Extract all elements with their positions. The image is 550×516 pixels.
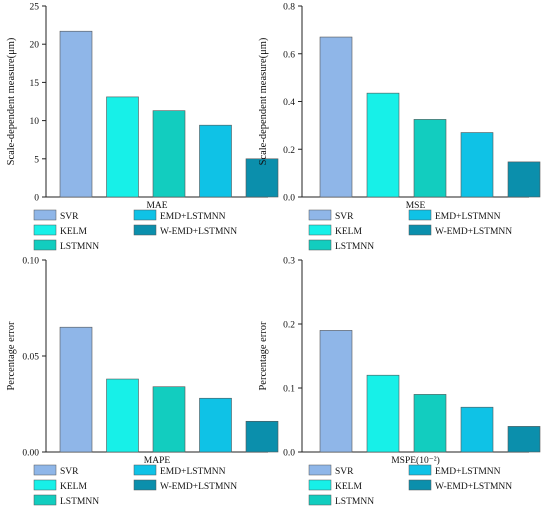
legend-label: LSTMNN xyxy=(335,497,374,507)
y-tick-label: 0.2 xyxy=(283,321,295,331)
y-tick-label: 0 xyxy=(34,194,39,204)
bar-kelm xyxy=(106,96,139,198)
bar-kelm xyxy=(366,92,400,198)
legend: SVR KELM LSTMNN EMD+LSTMNN W-EMD+LSTMNN xyxy=(33,464,237,507)
y-tick-label: 0.3 xyxy=(283,257,295,267)
legend-swatch xyxy=(33,479,57,491)
y-axis-label: Percentage error xyxy=(6,321,17,391)
y-tick-label: 0.1 xyxy=(283,385,295,395)
bar-emd-lstmnn xyxy=(199,397,232,453)
legend: SVR KELM LSTMNN EMD+LSTMNN W-EMD+LSTMNN xyxy=(308,209,512,252)
bar-emd-lstmnn xyxy=(460,132,494,198)
bar-svr xyxy=(319,36,353,198)
bar-w-emd-lstmnn xyxy=(507,161,541,198)
y-axis-label: Scale-dependent measure(μm) xyxy=(6,37,17,165)
bar-lstmnn xyxy=(152,110,186,198)
y-tick-label: 0.4 xyxy=(283,98,295,108)
legend-label: LSTMNN xyxy=(335,242,374,252)
legend-swatch xyxy=(308,239,332,251)
bar-kelm xyxy=(106,378,139,453)
y-tick-label: 25 xyxy=(30,3,40,13)
legend-label: W-EMD+LSTMNN xyxy=(435,482,512,492)
legend-label: KELM xyxy=(60,482,87,492)
legend-label: LSTMNN xyxy=(60,497,99,507)
bar-lstmnn xyxy=(152,386,186,453)
legend-swatch xyxy=(308,209,332,221)
y-axis-label: Scale-dependent measure(μm) xyxy=(258,37,269,165)
legend-label: SVR xyxy=(335,467,354,477)
legend-swatch xyxy=(133,224,157,236)
y-tick-label: 10 xyxy=(30,117,40,127)
chart-panel-4: 0.0 0.1 0.2 0.3 MSPE(10⁻²) Percentage error SV… xyxy=(258,257,541,507)
legend-swatch xyxy=(33,464,57,476)
y-tick-label: 0.8 xyxy=(283,3,295,13)
y-tick-label: 20 xyxy=(30,41,40,51)
bar-svr xyxy=(319,330,353,453)
chart-panel-3: 0.00 0.05 0.10 MAPE Percentage error SVR KELM L… xyxy=(6,257,279,507)
legend-label: KELM xyxy=(60,227,87,237)
legend-swatch xyxy=(408,209,432,221)
x-axis-label: MAPE xyxy=(144,456,171,466)
bar-lstmnn xyxy=(413,119,447,198)
legend-swatch xyxy=(408,479,432,491)
y-tick-label: 0.10 xyxy=(22,257,39,267)
chart-panel-2: 0.0 0.2 0.4 0.6 0.8 MSE Scale-dependent measur… xyxy=(258,3,541,252)
legend-swatch xyxy=(33,224,57,236)
y-axis-label: Percentage error xyxy=(258,321,269,391)
bar-w-emd-lstmnn xyxy=(245,158,279,198)
legend-label: W-EMD+LSTMNN xyxy=(160,227,237,237)
y-tick-label: 15 xyxy=(30,79,40,89)
legend-label: LSTMNN xyxy=(60,242,99,252)
legend-swatch xyxy=(133,479,157,491)
legend-swatch xyxy=(308,494,332,506)
legend-swatch xyxy=(133,464,157,476)
legend: SVR KELM LSTMNN EMD+LSTMNN W-EMD+LSTMNN xyxy=(33,209,237,252)
bar-w-emd-lstmnn xyxy=(507,426,541,453)
y-tick-label: 0.0 xyxy=(283,449,295,459)
legend-label: SVR xyxy=(60,212,79,222)
legend-label: KELM xyxy=(335,227,362,237)
legend-label: EMD+LSTMNN xyxy=(160,467,226,477)
y-tick-label: 0.0 xyxy=(283,194,295,204)
legend-label: KELM xyxy=(335,482,362,492)
bar-lstmnn xyxy=(413,394,447,453)
x-axis-label: MSPE(10⁻²) xyxy=(391,455,440,466)
bar-svr xyxy=(59,30,93,198)
bar-emd-lstmnn xyxy=(460,406,494,453)
legend-swatch xyxy=(33,494,57,506)
bar-kelm xyxy=(366,374,400,453)
chart-panel-1: 0 5 10 15 20 25 MAE Scale-dependent measure(μm)… xyxy=(6,3,279,252)
y-tick-label: 0.2 xyxy=(283,146,295,156)
y-tick-label: 5 xyxy=(34,155,39,165)
legend-swatch xyxy=(133,209,157,221)
y-tick-label: 0.00 xyxy=(22,449,39,459)
legend-swatch xyxy=(308,479,332,491)
legend-label: SVR xyxy=(60,467,79,477)
legend-label: W-EMD+LSTMNN xyxy=(160,482,237,492)
legend-label: EMD+LSTMNN xyxy=(435,467,501,477)
legend-label: EMD+LSTMNN xyxy=(435,212,501,222)
legend-swatch xyxy=(308,464,332,476)
legend-label: SVR xyxy=(335,212,354,222)
legend-swatch xyxy=(33,239,57,251)
bar-w-emd-lstmnn xyxy=(245,420,279,453)
y-tick-label: 0.6 xyxy=(283,50,295,60)
x-axis-label: MSE xyxy=(406,201,426,211)
legend-swatch xyxy=(408,464,432,476)
bar-emd-lstmnn xyxy=(199,124,232,198)
legend-label: EMD+LSTMNN xyxy=(160,212,226,222)
y-tick-label: 0.05 xyxy=(22,353,39,363)
legend: SVR KELM LSTMNN EMD+LSTMNN W-EMD+LSTMNN xyxy=(308,464,512,507)
legend-swatch xyxy=(33,209,57,221)
legend-label: W-EMD+LSTMNN xyxy=(435,227,512,237)
legend-swatch xyxy=(408,224,432,236)
legend-swatch xyxy=(308,224,332,236)
bar-svr xyxy=(59,326,93,453)
x-axis-label: MAE xyxy=(146,201,167,211)
